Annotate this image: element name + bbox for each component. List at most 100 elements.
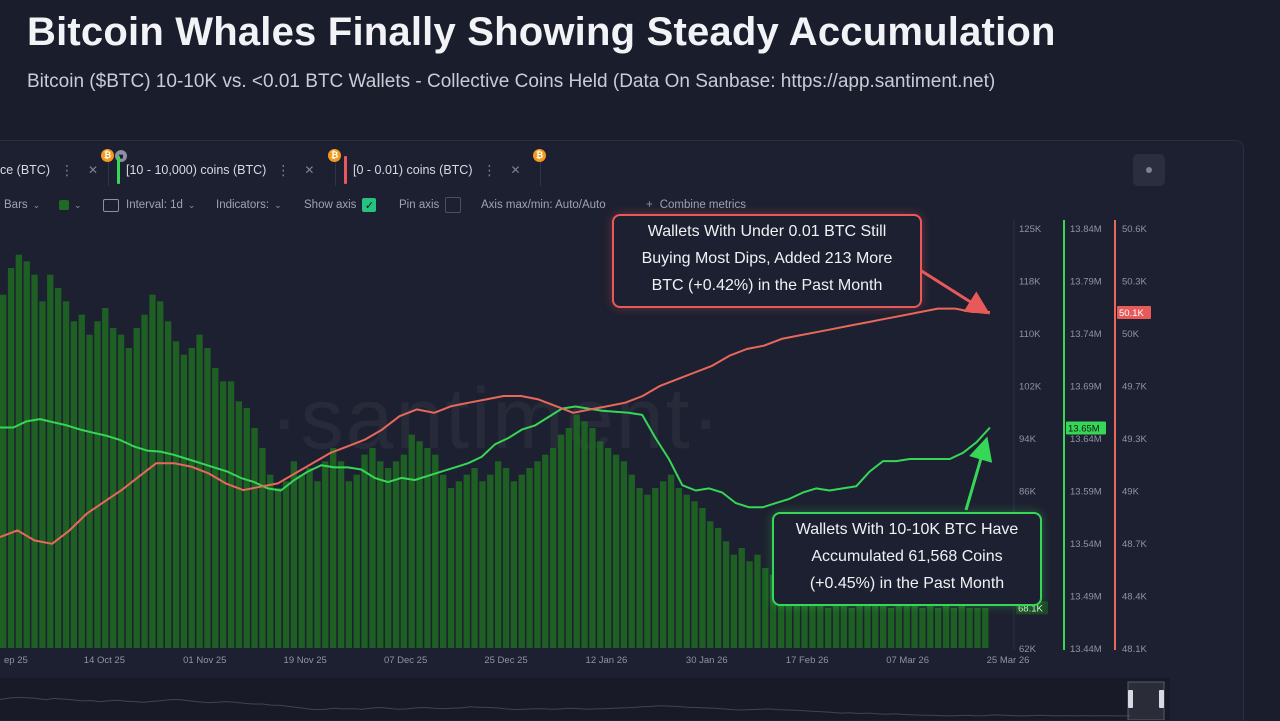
checkbox-checked-icon[interactable]: ✓	[362, 198, 377, 212]
close-icon[interactable]: ✕	[304, 163, 315, 177]
whales-tick-label: 13.74M	[1070, 329, 1102, 340]
price-bar	[730, 554, 737, 648]
price-bar	[722, 541, 730, 648]
price-bar	[0, 294, 7, 648]
whales-series-line	[0, 405, 991, 509]
annotation-line: Accumulated 61,568 Coins	[811, 548, 1003, 565]
price-bar	[919, 608, 926, 648]
price-bar	[589, 428, 596, 648]
whales-tick-label: 13.44M	[1070, 644, 1102, 655]
axis-maxmin-select[interactable]: Axis max/min: Auto/Auto	[481, 197, 606, 213]
price-bar	[408, 434, 415, 648]
close-icon[interactable]: ✕	[510, 163, 521, 177]
annotation-line: Wallets With Under 0.01 BTC Still	[647, 223, 887, 240]
price-bar	[212, 368, 219, 648]
price-bar	[141, 314, 148, 648]
page-subtitle: Bitcoin ($BTC) 10-10K vs. <0.01 BTC Wall…	[27, 71, 996, 92]
chart-style-label: Bars	[4, 199, 28, 211]
price-bar	[636, 488, 643, 648]
tab-divider	[540, 154, 541, 186]
price-bar	[110, 328, 117, 648]
price-bar	[204, 348, 211, 648]
interval-select[interactable]: Interval: 1d ⌄	[103, 197, 195, 213]
price-bar	[872, 594, 879, 648]
x-tick-label: 12 Jan 26	[586, 655, 628, 666]
x-tick-label: 19 Nov 25	[284, 655, 327, 666]
price-tick-label: 62K	[1019, 644, 1037, 655]
navigator[interactable]	[0, 678, 1170, 720]
indicators-select[interactable]: Indicators: ⌄	[216, 197, 282, 213]
settings-toggle-button[interactable]	[1133, 154, 1165, 186]
price-bar	[652, 488, 659, 648]
price-bar	[345, 481, 352, 648]
price-tick-label: 94K	[1019, 434, 1037, 445]
tab-whale-metric[interactable]: [10 - 10,000) coins (BTC) ⋮ ✕	[117, 156, 314, 184]
price-bar	[180, 354, 187, 648]
color-swatch-icon	[59, 200, 69, 210]
chart-style-select[interactable]: Bars ⌄	[4, 197, 40, 213]
tab-price-metric[interactable]: ce (BTC) ⋮ ✕	[0, 156, 98, 184]
navigator-line	[0, 696, 1130, 717]
price-bar	[754, 554, 761, 648]
interval-label: Interval: 1d	[126, 199, 183, 211]
price-bar	[62, 301, 70, 648]
series-lines	[0, 307, 991, 545]
bitcoin-badge-icon: ₿	[101, 149, 114, 162]
price-bar	[809, 594, 816, 648]
price-bar	[628, 474, 635, 648]
price-bar	[691, 501, 698, 648]
price-bar	[495, 461, 502, 648]
price-bar	[392, 461, 400, 648]
price-bar	[785, 581, 792, 648]
price-bar	[550, 448, 557, 648]
combine-metrics-button[interactable]: + Combine metrics	[646, 197, 746, 213]
whales-current-tag-bg	[1066, 421, 1106, 435]
color-picker[interactable]: ⌄	[59, 197, 82, 213]
price-bar	[196, 334, 203, 648]
pin-axis-toggle[interactable]: Pin axis	[399, 197, 462, 213]
close-icon[interactable]: ✕	[88, 163, 99, 177]
x-tick-label: ep 25	[4, 655, 28, 666]
tab-label: ce (BTC)	[0, 163, 50, 177]
more-options-icon[interactable]: ⋮	[60, 161, 74, 178]
checkbox-unchecked-icon[interactable]	[445, 197, 462, 213]
price-bar	[518, 474, 525, 648]
price-bar	[416, 441, 423, 648]
price-bar	[597, 441, 604, 648]
price-bar	[534, 461, 541, 648]
tab-shrimp-metric[interactable]: [0 - 0.01) coins (BTC) ⋮ ✕	[344, 156, 521, 184]
x-tick-label: 25 Dec 25	[484, 655, 527, 666]
price-bar	[856, 601, 863, 648]
price-bar	[23, 261, 30, 648]
annotation-line: (+0.45%) in the Past Month	[809, 575, 1005, 592]
shrimp-tick-label: 48.4K	[1122, 592, 1147, 603]
price-bar	[306, 468, 313, 648]
price-bar	[78, 314, 85, 648]
more-options-icon[interactable]: ⋮	[482, 161, 497, 178]
price-bar	[699, 508, 706, 648]
price-bar	[801, 594, 808, 648]
price-bar	[314, 481, 321, 648]
price-tick-label: 125K	[1019, 224, 1042, 235]
price-bar	[770, 574, 777, 648]
x-tick-label: 07 Dec 25	[384, 655, 427, 666]
price-bar	[887, 608, 895, 648]
x-tick-label: 14 Oct 25	[84, 655, 125, 666]
shrimp-series-line	[0, 307, 990, 545]
navigator-handle-left	[1128, 690, 1133, 708]
whales-tick-label: 13.64M	[1070, 434, 1102, 445]
price-bar	[840, 594, 847, 648]
price-bar	[455, 481, 462, 648]
price-bar	[825, 608, 832, 648]
price-bar	[39, 301, 46, 648]
x-tick-label: 07 Mar 26	[886, 655, 929, 666]
shrimp-current-tag: 50.1K	[1117, 306, 1151, 319]
x-tick-label: 30 Jan 26	[686, 655, 728, 666]
show-axis-toggle[interactable]: Show axis ✓	[304, 197, 377, 213]
price-bar	[903, 594, 910, 648]
x-tick-label: 01 Nov 25	[183, 655, 226, 666]
shrimp-tick-label: 50.3K	[1122, 277, 1147, 288]
more-options-icon[interactable]: ⋮	[276, 161, 291, 178]
price-bar	[911, 601, 918, 648]
